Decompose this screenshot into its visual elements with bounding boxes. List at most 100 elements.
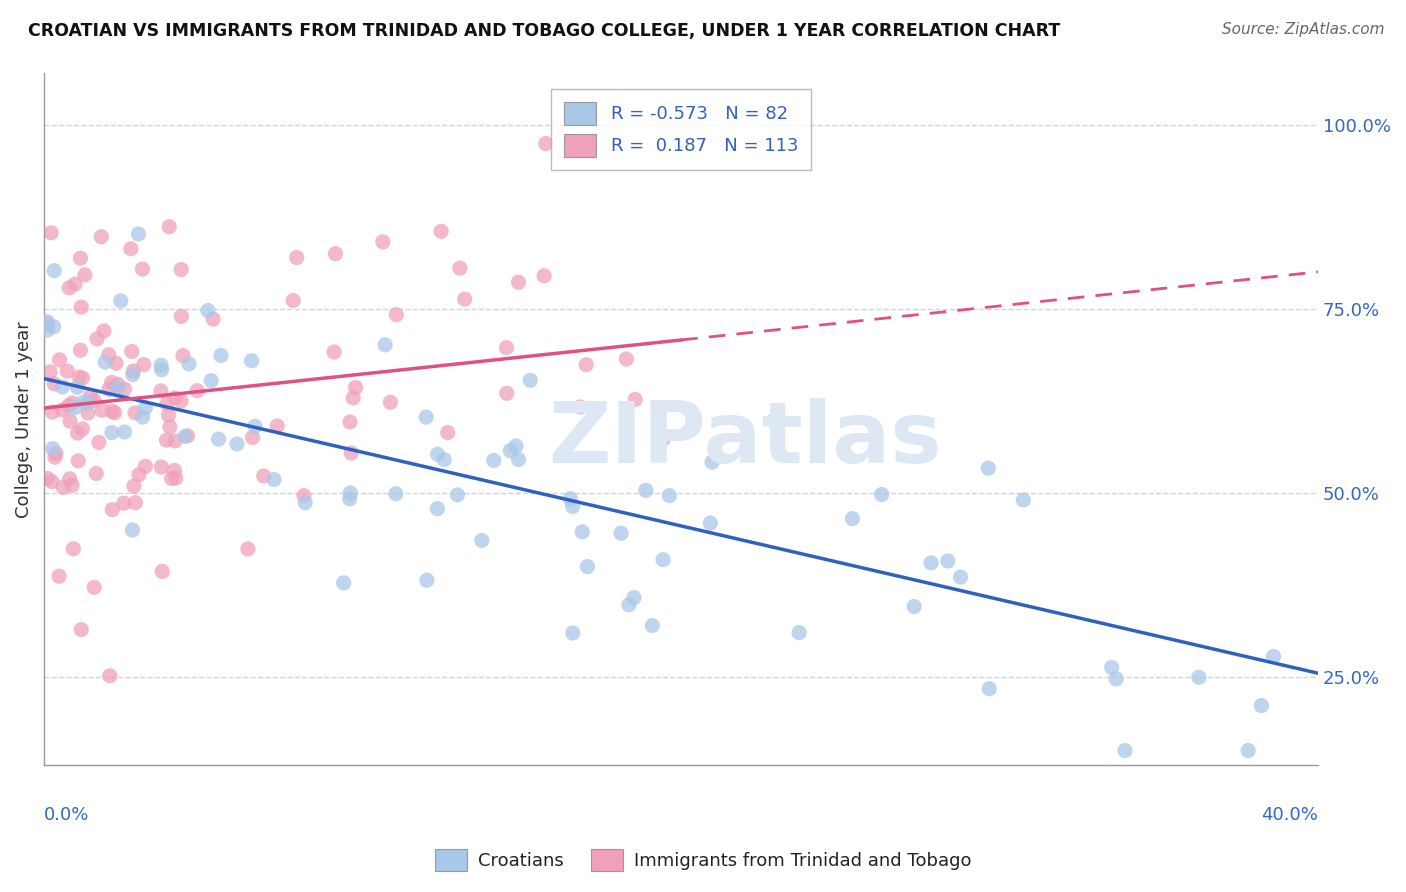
Point [134, 459, 156, 474]
Point [454, 292, 477, 306]
Point [495, 386, 517, 401]
Text: 0.0%: 0.0% [44, 805, 90, 824]
Point [59, 472, 82, 486]
Point [124, 406, 146, 420]
Point [83, 393, 105, 408]
Point [561, 626, 583, 640]
Point [658, 489, 681, 503]
Point [283, 293, 305, 308]
Text: Source: ZipAtlas.com: Source: ZipAtlas.com [1222, 22, 1385, 37]
Point [652, 432, 675, 446]
Point [226, 437, 249, 451]
Point [1188, 670, 1211, 684]
Point [121, 523, 143, 537]
Point [292, 489, 315, 503]
Point [617, 598, 640, 612]
Point [90, 229, 112, 244]
Point [702, 455, 724, 469]
Point [150, 565, 173, 579]
Point [1237, 743, 1260, 757]
Point [114, 382, 136, 396]
Point [87, 435, 110, 450]
Point [569, 400, 592, 414]
Point [72, 422, 94, 436]
Point [949, 570, 972, 584]
Point [505, 439, 527, 453]
Point [39, 365, 62, 379]
Point [1250, 698, 1272, 713]
Point [42, 319, 65, 334]
Point [97, 348, 120, 362]
Point [236, 541, 259, 556]
Point [332, 575, 354, 590]
Point [66, 380, 89, 394]
Text: CROATIAN VS IMMIGRANTS FROM TRINIDAD AND TOBAGO COLLEGE, UNDER 1 YEAR CORRELATIO: CROATIAN VS IMMIGRANTS FROM TRINIDAD AND… [28, 22, 1060, 40]
Point [128, 467, 150, 482]
Point [159, 419, 181, 434]
Point [41, 475, 63, 489]
Text: 40.0%: 40.0% [1261, 805, 1319, 824]
Legend: R = -0.573   N = 82, R =  0.187   N = 113: R = -0.573 N = 82, R = 0.187 N = 113 [551, 89, 811, 169]
Point [76, 396, 98, 410]
Point [170, 394, 193, 409]
Point [79, 389, 101, 403]
Point [165, 434, 187, 448]
Point [1101, 660, 1123, 674]
Point [124, 496, 146, 510]
Point [37, 317, 59, 331]
Point [576, 559, 599, 574]
Point [84, 467, 107, 481]
Point [652, 552, 675, 566]
Point [72, 371, 94, 385]
Point [533, 268, 555, 283]
Point [131, 410, 153, 425]
Point [471, 533, 494, 548]
Point [340, 446, 363, 460]
Point [430, 224, 453, 238]
Point [58, 281, 80, 295]
Point [371, 235, 394, 249]
Point [977, 461, 1000, 475]
Point [114, 425, 136, 439]
Point [52, 480, 75, 494]
Point [624, 392, 647, 407]
Point [176, 429, 198, 443]
Point [67, 370, 90, 384]
Point [41, 405, 63, 419]
Point [39, 226, 62, 240]
Point [508, 452, 530, 467]
Point [97, 382, 120, 396]
Point [979, 681, 1001, 696]
Point [1105, 672, 1128, 686]
Text: ZIPatlas: ZIPatlas [548, 399, 942, 482]
Point [70, 623, 93, 637]
Point [209, 349, 232, 363]
Point [240, 353, 263, 368]
Point [149, 384, 172, 398]
Point [44, 376, 66, 391]
Point [610, 526, 633, 541]
Point [100, 376, 122, 390]
Point [165, 471, 187, 485]
Point [51, 380, 73, 394]
Point [56, 364, 79, 378]
Point [62, 541, 84, 556]
Point [920, 556, 942, 570]
Point [263, 473, 285, 487]
Point [165, 391, 187, 405]
Point [177, 357, 200, 371]
Point [374, 338, 396, 352]
Point [98, 669, 121, 683]
Point [59, 414, 82, 428]
Point [242, 430, 264, 444]
Point [131, 262, 153, 277]
Point [91, 403, 114, 417]
Point [699, 516, 721, 530]
Point [63, 401, 86, 415]
Point [385, 486, 408, 500]
Point [37, 472, 59, 486]
Point [870, 487, 893, 501]
Point [415, 410, 437, 425]
Point [157, 219, 180, 234]
Point [436, 425, 458, 440]
